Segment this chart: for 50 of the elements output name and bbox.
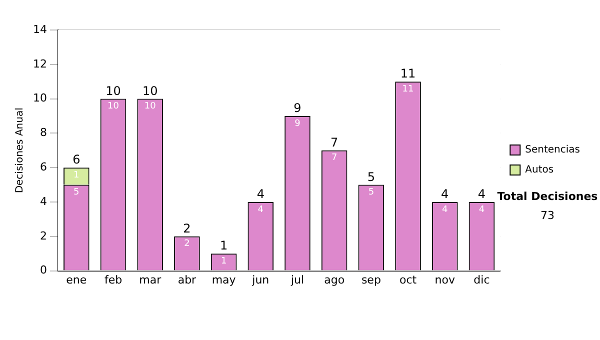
- y-tick-label: 4: [40, 194, 47, 208]
- total-label: 10: [142, 84, 158, 98]
- data-label: 1: [220, 256, 227, 266]
- x-tick-label: sep: [361, 273, 381, 286]
- y-tick-label: 8: [40, 126, 47, 140]
- x-tick-label: mar: [139, 273, 162, 286]
- legend-label: Autos: [525, 164, 554, 176]
- total-label: 5: [367, 170, 375, 184]
- data-label: 7: [331, 153, 338, 164]
- data-label: 4: [442, 204, 448, 215]
- data-label: 10: [108, 102, 120, 112]
- total-label: 4: [256, 187, 264, 202]
- total-label: 2: [183, 222, 191, 236]
- x-tick-label: dic: [474, 273, 490, 286]
- data-label: 10: [144, 102, 156, 112]
- total-label: 9: [294, 101, 302, 116]
- y-tick-label: 14: [32, 22, 47, 36]
- total-label: 1: [220, 238, 228, 253]
- x-tick-label: oct: [399, 273, 418, 286]
- data-label: 5: [74, 188, 80, 198]
- x-tick-label: may: [212, 273, 236, 286]
- total-label: 6: [72, 152, 80, 167]
- y-tick-label: 12: [32, 57, 47, 70]
- legend-label: Sentencias: [525, 144, 580, 156]
- y-axis-title: Decisiones Anual: [14, 108, 26, 194]
- y-tick-label: 6: [40, 160, 47, 174]
- x-tick-label: feb: [104, 273, 122, 286]
- y-tick-label: 0: [40, 264, 47, 277]
- data-label: 4: [258, 204, 264, 215]
- total-label: 4: [441, 187, 449, 202]
- x-tick-label: jun: [251, 273, 270, 286]
- data-label: 9: [294, 118, 301, 129]
- data-label: 5: [368, 188, 374, 198]
- x-tick-label: jul: [290, 273, 304, 286]
- data-label: 11: [402, 84, 414, 94]
- total-label: 4: [478, 187, 486, 202]
- text: 73: [540, 209, 556, 222]
- x-tick-label: abr: [178, 273, 197, 286]
- x-tick-label: ago: [324, 273, 345, 286]
- y-tick-label: 10: [32, 92, 47, 105]
- data-label: 4: [478, 204, 485, 215]
- total-label: 10: [106, 84, 121, 98]
- data-label: 2: [184, 239, 190, 250]
- data-label: 1: [74, 170, 80, 180]
- total-label: 11: [400, 66, 416, 81]
- total-label: 7: [330, 136, 338, 150]
- x-tick-label: nov: [434, 273, 456, 286]
- y-tick-label: 2: [40, 229, 47, 242]
- annotation: Total Decisiones: [496, 190, 599, 203]
- x-tick-label: ene: [66, 273, 87, 286]
